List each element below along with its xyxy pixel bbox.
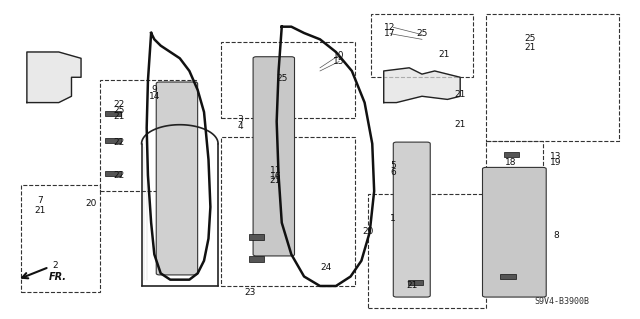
Text: 7: 7 [36, 196, 42, 205]
Bar [20, 185, 100, 292]
Text: 18: 18 [506, 158, 517, 167]
FancyBboxPatch shape [253, 57, 294, 256]
Text: 21: 21 [269, 175, 281, 185]
Text: 21: 21 [525, 43, 536, 52]
Bar [248, 256, 264, 262]
Text: 22: 22 [114, 137, 125, 147]
Bar [486, 141, 543, 185]
Text: 22: 22 [114, 171, 125, 180]
Text: S9V4-B3900B: S9V4-B3900B [534, 297, 589, 306]
Bar [105, 138, 120, 143]
Text: 3: 3 [237, 115, 243, 124]
Text: 21: 21 [113, 112, 125, 121]
Text: 20: 20 [85, 199, 96, 208]
Text: 21: 21 [406, 281, 418, 291]
Text: 19: 19 [550, 158, 561, 167]
Bar [486, 14, 620, 141]
Text: 20: 20 [362, 227, 374, 236]
Bar [105, 111, 120, 116]
Bar [500, 274, 516, 279]
Bar [248, 234, 264, 240]
Bar [504, 152, 519, 157]
Text: 1: 1 [390, 213, 396, 222]
Text: FR.: FR. [49, 271, 67, 281]
Text: 16: 16 [269, 172, 281, 182]
Text: 21: 21 [454, 120, 466, 129]
Text: 21: 21 [454, 90, 466, 99]
Polygon shape [27, 52, 81, 103]
Text: 2: 2 [52, 261, 58, 270]
Text: 24: 24 [321, 263, 332, 271]
Text: 15: 15 [333, 57, 345, 66]
Bar [105, 171, 120, 176]
Text: 25: 25 [276, 74, 287, 83]
Text: 22: 22 [114, 100, 125, 109]
Polygon shape [384, 68, 460, 103]
Text: 5: 5 [390, 161, 396, 170]
Text: 6: 6 [390, 168, 396, 177]
Text: 8: 8 [553, 231, 559, 240]
Text: 4: 4 [237, 122, 243, 131]
Text: 25: 25 [525, 34, 536, 43]
Bar [100, 80, 196, 191]
Bar [408, 279, 423, 285]
Text: 10: 10 [333, 51, 345, 60]
Text: 23: 23 [244, 288, 255, 297]
Text: 11: 11 [269, 166, 281, 175]
Text: 21: 21 [438, 50, 450, 59]
Bar [221, 137, 355, 286]
Text: 12: 12 [385, 23, 396, 32]
FancyBboxPatch shape [483, 167, 546, 297]
Text: 9: 9 [152, 85, 157, 94]
FancyBboxPatch shape [156, 82, 198, 275]
Text: 21: 21 [34, 206, 45, 215]
Text: 14: 14 [148, 92, 160, 101]
Text: 17: 17 [385, 29, 396, 38]
FancyBboxPatch shape [394, 142, 430, 297]
Text: 13: 13 [550, 152, 561, 161]
Bar [221, 42, 355, 118]
Text: 25: 25 [416, 28, 428, 38]
Bar [371, 14, 473, 77]
Bar [368, 194, 486, 308]
Text: 25: 25 [113, 106, 125, 115]
